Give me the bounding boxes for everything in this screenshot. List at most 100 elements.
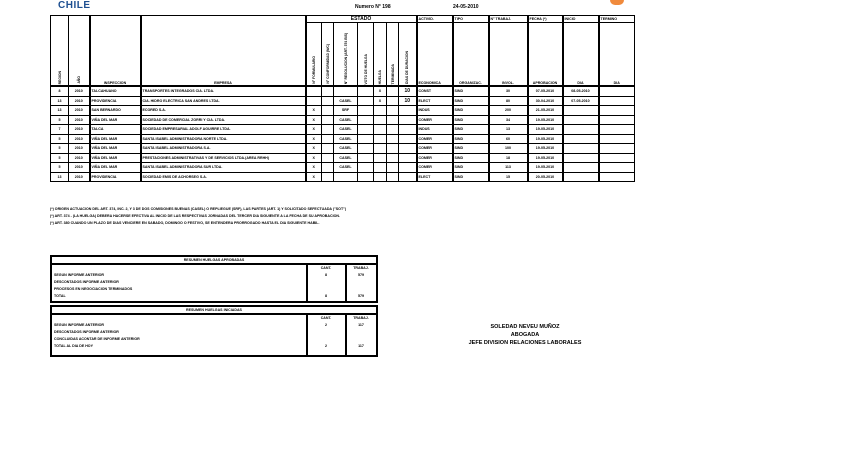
cell-aprobacion: 19-05-2010 xyxy=(526,152,563,163)
cell-inspeccion: TALCA xyxy=(88,124,141,135)
footnote-3: (*) ART. 380 CUANDO UN PLAZO DE DIAS VEN… xyxy=(50,221,320,225)
cell-dia xyxy=(597,171,635,182)
cell-a-o: 2010 xyxy=(68,152,90,163)
cell-aprobacion: 19-05-2010 xyxy=(526,143,563,154)
cell-n-formulario: X xyxy=(304,124,322,135)
cell-inspeccion: VIÑA DEL MAR xyxy=(88,152,141,163)
cell-voto-de-huelga xyxy=(357,85,374,97)
summary-label: SEGUN INFORME ANTERIOR xyxy=(54,273,104,277)
cell-huelga xyxy=(373,171,387,182)
summary-title: RESUMEN HUELGAS INICIADAS xyxy=(52,307,376,315)
cell-dias-de-duracion xyxy=(398,171,417,182)
cell-huelga xyxy=(373,105,387,116)
cell-dia xyxy=(597,124,635,135)
cell-n-conformidad-n-c- xyxy=(321,133,334,144)
cell-huelga: X xyxy=(373,95,387,106)
header-label: DIA xyxy=(577,81,584,85)
cell-aprobacion: 20-05-2010 xyxy=(526,171,563,182)
cell-organizac-: SIND xyxy=(451,133,489,144)
cell-voto-de-huelga xyxy=(357,133,374,144)
cell-aprobacion: 07-05-2010 xyxy=(526,85,563,97)
cell-region: 5 xyxy=(50,152,69,163)
divider xyxy=(306,315,308,355)
cell-huelga xyxy=(373,152,387,163)
header-label: DIA xyxy=(613,81,620,85)
cell-n-formulario xyxy=(304,85,322,97)
cell-n-formulario xyxy=(304,95,322,106)
signature-name: SOLEDAD NEVEU MUÑOZ xyxy=(490,324,560,330)
cell-huelga xyxy=(373,133,387,144)
cell-economica: COMER xyxy=(415,162,453,173)
cell-n-resolucion-art-374-bis-: CASEL xyxy=(333,124,358,135)
summary-label: DESCONTADOS INFORME ANTERIOR xyxy=(54,280,119,284)
summary-label: TOTAL xyxy=(54,294,66,298)
cell-aprobacion: 30-04-2010 xyxy=(526,95,563,106)
header-14: APROBACION xyxy=(526,22,563,87)
cell-n-resolucion-art-374-bis-: CASEL xyxy=(333,114,358,125)
cell-n-conformidad-n-c- xyxy=(321,114,334,125)
table-row: 5 2010 VIÑA DEL MAR PRESTACIONES ADMINISTRA… xyxy=(50,152,635,163)
col-cant: CANT. xyxy=(320,266,332,270)
cell-terminada xyxy=(386,124,399,135)
summary-started: RESUMEN HUELGAS INICIADAS CANT. TRABAJ. SEG… xyxy=(50,305,378,357)
cell-voto-de-huelga xyxy=(357,152,374,163)
cell-dia xyxy=(561,105,599,116)
cell-a-o: 2010 xyxy=(68,114,90,125)
cell-dia xyxy=(561,133,599,144)
summary-trabaj: 579 xyxy=(358,294,364,298)
cell-region: 7 xyxy=(50,124,69,135)
cell-inspeccion: PROVIDENCIA xyxy=(88,95,141,106)
cell-huelga: X xyxy=(373,85,387,97)
cell-inspeccion: SAN BERNARDO xyxy=(88,105,141,116)
header-label: EMPRESA xyxy=(214,81,232,85)
summary-cant: 2 xyxy=(325,344,327,348)
summary-row: TOTAL AL DIA DE HOY 2 117 xyxy=(52,343,376,350)
divider xyxy=(345,315,347,355)
cell-dias-de-duracion xyxy=(398,152,417,163)
cell-inspeccion: VIÑA DEL MAR xyxy=(88,143,141,154)
cell-invol-: 13 xyxy=(487,124,528,135)
header-label: N° FORMULARIO xyxy=(311,56,316,84)
header-label: VOTO DE HUELGA xyxy=(363,53,368,84)
header-16: DIA xyxy=(597,22,635,87)
cell-invol-: 34 xyxy=(487,114,528,125)
cell-n-resolucion-art-374-bis- xyxy=(333,85,358,97)
cell-a-o: 2010 xyxy=(68,95,90,106)
cell-aprobacion: 21-05-2010 xyxy=(526,105,563,116)
cell-empresa: SOCIEDAD EMPRESARIAL ADOLF AGUIRRE LTDA. xyxy=(139,124,306,135)
header-0: REGION xyxy=(50,15,69,87)
cell-empresa: PRESTACIONES ADMINISTRATIVAS Y DE SERVIC… xyxy=(139,152,306,163)
cell-dia xyxy=(597,152,635,163)
cell-invol-: 18 xyxy=(487,152,528,163)
header-top-1: TIPO xyxy=(451,15,489,23)
cell-organizac-: SIND xyxy=(451,143,489,154)
header-12: ORGANIZAC. xyxy=(451,22,489,87)
summary-approved: RESUMEN HUELGAS APROBADAS CANT. TRABAJ. SEG… xyxy=(50,255,378,303)
cell-region: 5 xyxy=(50,114,69,125)
header-15: DIA xyxy=(561,22,599,87)
header-1: AÑO xyxy=(68,15,90,87)
cell-a-o: 2010 xyxy=(68,133,90,144)
cell-n-formulario: X xyxy=(304,152,322,163)
cell-huelga xyxy=(373,114,387,125)
summary-row: SEGUN INFORME ANTERIOR 8 579 xyxy=(52,272,376,279)
cell-organizac-: SIND xyxy=(451,171,489,182)
cell-terminada xyxy=(386,95,399,106)
cell-region: 13 xyxy=(50,105,69,116)
cell-voto-de-huelga xyxy=(357,124,374,135)
cell-dia xyxy=(561,124,599,135)
summary-label: DESCONTADOS INFORME ANTERIOR xyxy=(54,330,119,334)
cell-n-resolucion-art-374-bis-: CASEL xyxy=(333,162,358,173)
cell-n-resolucion-art-374-bis-: CASEL xyxy=(333,95,358,106)
cell-empresa: SANTA ISABEL ADMINISTRADORA SUR LTDA. xyxy=(139,162,306,173)
cell-economica: ELECT xyxy=(415,95,453,106)
cell-dias-de-duracion: 10 xyxy=(398,95,417,106)
cell-terminada xyxy=(386,133,399,144)
col-trabaj: TRABAJ. xyxy=(353,316,369,320)
cell-n-conformidad-n-c- xyxy=(321,85,334,97)
cell-dia xyxy=(597,114,635,125)
cell-empresa: SANTA ISABEL ADMINISTRADORA S.A. xyxy=(139,143,306,154)
summary-row: TOTAL 8 579 xyxy=(52,293,376,300)
cell-inspeccion: VIÑA DEL MAR xyxy=(88,114,141,125)
cell-terminada xyxy=(386,85,399,97)
